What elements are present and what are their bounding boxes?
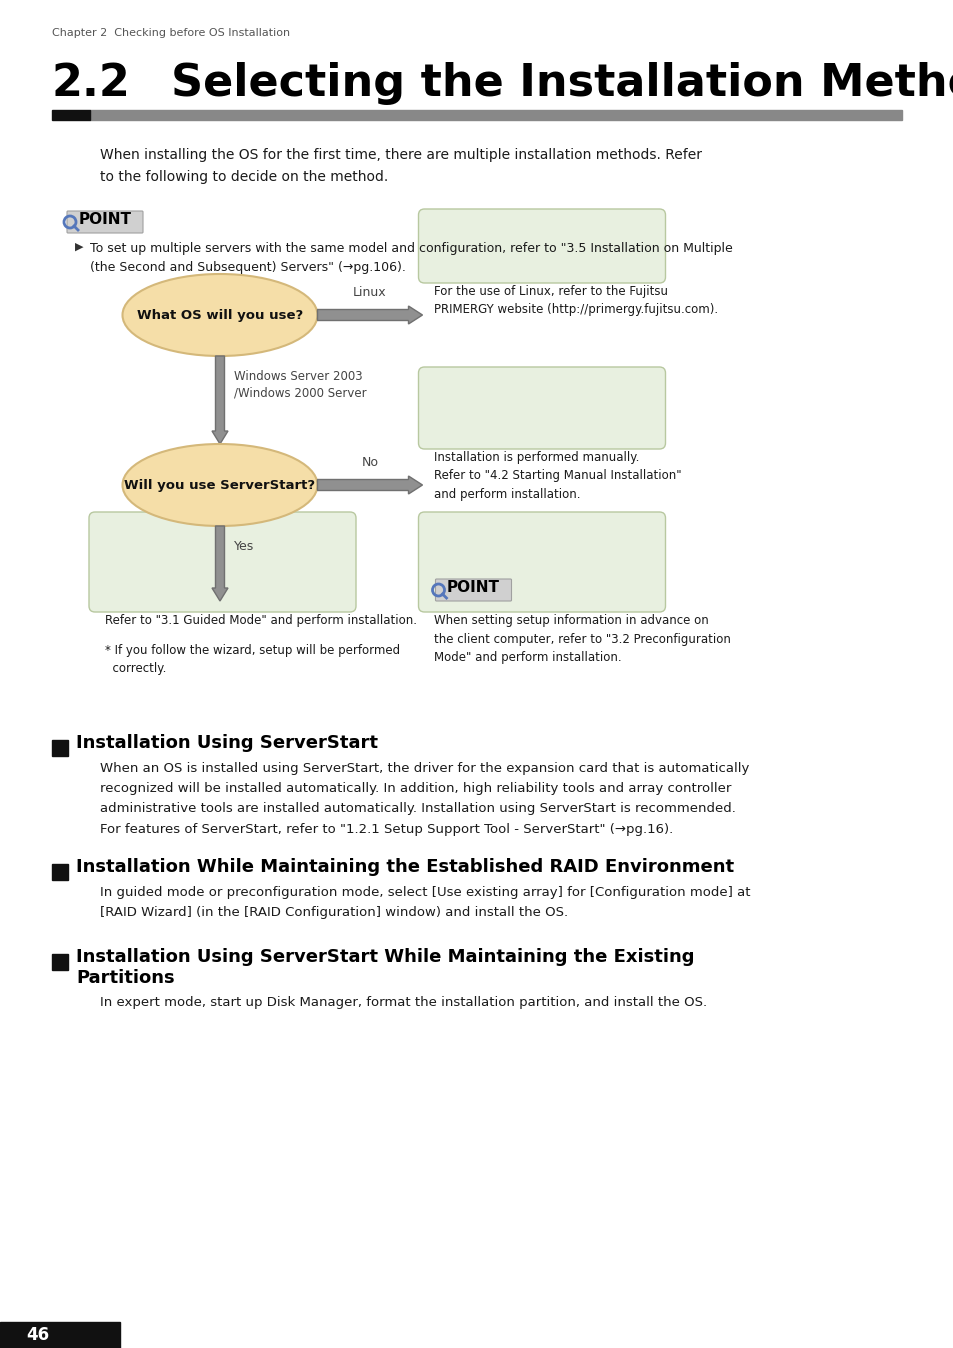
Text: Chapter 2  Checking before OS Installation: Chapter 2 Checking before OS Installatio… [52,28,290,38]
Text: POINT: POINT [78,212,132,226]
Text: To set up multiple servers with the same model and configuration, refer to "3.5 : To set up multiple servers with the same… [90,243,732,275]
Bar [52,864,68,880]
Text: 2.2: 2.2 [52,62,131,105]
Text: Installation Using ServerStart While Maintaining the Existing
Partitions: Installation Using ServerStart While Mai… [76,948,694,987]
Text: to the following to decide on the method.: to the following to decide on the method… [100,170,388,183]
Text: In expert mode, start up Disk Manager, format the installation partition, and in: In expert mode, start up Disk Manager, f… [100,996,706,1010]
FancyBboxPatch shape [435,580,511,601]
Bar [0,1322,120,1348]
FancyBboxPatch shape [418,367,665,449]
Text: POINT: POINT [447,580,499,594]
FancyArrow shape [317,476,422,493]
Text: Installation While Maintaining the Established RAID Environment: Installation While Maintaining the Estab… [76,857,734,876]
FancyArrow shape [212,526,228,601]
Text: When installing the OS for the first time, there are multiple installation metho: When installing the OS for the first tim… [100,148,701,162]
Bar [52,740,68,756]
FancyArrow shape [317,306,422,324]
Text: Linux: Linux [353,286,386,299]
Ellipse shape [122,274,317,356]
Text: For the use of Linux, refer to the Fujitsu
PRIMERGY website (http://primergy.fuj: For the use of Linux, refer to the Fujit… [434,284,718,317]
Text: Installation Using ServerStart: Installation Using ServerStart [76,735,377,752]
FancyBboxPatch shape [67,212,143,233]
Text: No: No [361,456,378,469]
Text: 46: 46 [27,1326,50,1344]
Text: ▶: ▶ [75,243,84,252]
Bar [52,954,68,971]
FancyBboxPatch shape [418,209,665,283]
FancyBboxPatch shape [418,512,665,612]
FancyArrow shape [212,356,228,443]
Text: Yes: Yes [233,541,254,553]
Ellipse shape [122,443,317,526]
FancyBboxPatch shape [89,512,355,612]
Text: Will you use ServerStart?: Will you use ServerStart? [124,479,315,492]
Text: * If you follow the wizard, setup will be performed
  correctly.: * If you follow the wizard, setup will b… [105,644,399,675]
Text: When setting setup information in advance on
the client computer, refer to "3.2 : When setting setup information in advanc… [434,613,731,665]
Text: Windows Server 2003
/Windows 2000 Server: Windows Server 2003 /Windows 2000 Server [233,369,366,400]
Text: In guided mode or preconfiguration mode, select [Use existing array] for [Config: In guided mode or preconfiguration mode,… [100,886,750,919]
Text: Installation is performed manually.
Refer to "4.2 Starting Manual Installation"
: Installation is performed manually. Refe… [434,452,681,501]
Bar [90,111,901,120]
Bar [52,111,90,120]
Text: What OS will you use?: What OS will you use? [136,309,303,322]
Text: When an OS is installed using ServerStart, the driver for the expansion card tha: When an OS is installed using ServerStar… [100,762,749,836]
Text: Refer to "3.1 Guided Mode" and perform installation.: Refer to "3.1 Guided Mode" and perform i… [105,613,416,627]
Text: Selecting the Installation Method: Selecting the Installation Method [140,62,953,105]
